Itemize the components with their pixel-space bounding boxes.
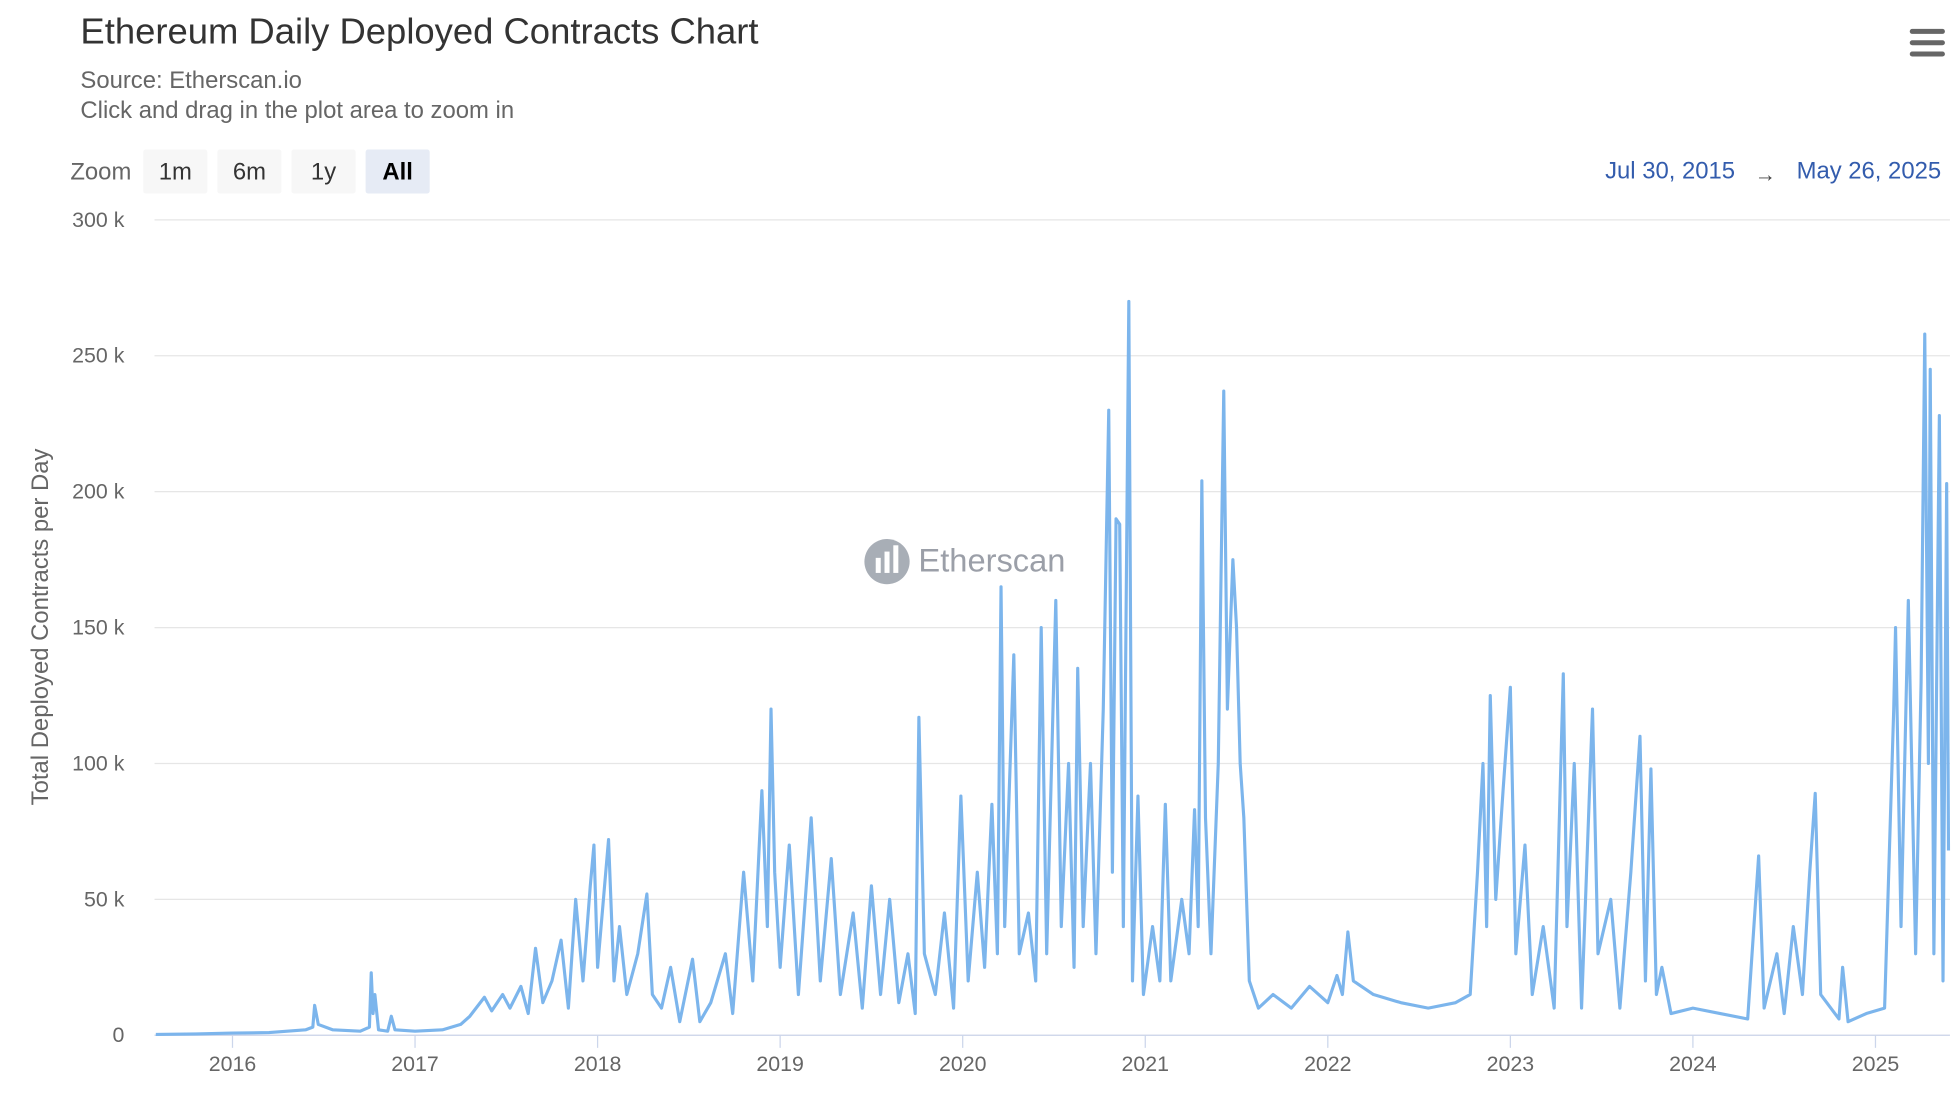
x-tick-label: 2025	[1852, 1052, 1899, 1076]
zoom-button-label[interactable]: 1m	[159, 159, 192, 186]
chart-subtitle: Click and drag in the plot area to zoom …	[80, 97, 514, 124]
y-tick-label: 0	[113, 1023, 125, 1047]
y-tick-label: 50 k	[84, 887, 125, 911]
x-tick-label: 2017	[391, 1052, 438, 1076]
y-tick-label: 250 k	[72, 344, 125, 368]
zoom-button[interactable]	[217, 149, 282, 194]
watermark-icon-bar	[884, 551, 890, 573]
x-tick-label: 2022	[1304, 1052, 1351, 1076]
zoom-button-label[interactable]: All	[382, 159, 413, 186]
zoom-label: Zoom	[70, 159, 131, 186]
range-start[interactable]: Jul 30, 2015	[1605, 157, 1735, 184]
menu-bar	[1909, 40, 1945, 46]
menu-button[interactable]	[1909, 28, 1945, 57]
x-tick-label: 2024	[1669, 1052, 1717, 1076]
data-line	[155, 299, 1951, 1037]
x-tick-label: 2018	[574, 1052, 621, 1076]
y-tick-label: 150 k	[72, 615, 125, 639]
x-tick-label: 2021	[1122, 1052, 1169, 1076]
zoom-button[interactable]	[291, 149, 356, 194]
x-tick-label: 2016	[209, 1052, 256, 1076]
y-tick-label: 300 k	[72, 208, 125, 232]
zoom-button-label[interactable]: 1y	[311, 159, 336, 186]
y-tick-label: 200 k	[72, 480, 125, 504]
watermark-icon-bar	[875, 557, 881, 573]
range-end[interactable]: May 26, 2025	[1797, 157, 1942, 184]
zoom-button[interactable]	[143, 149, 208, 194]
zoom-button[interactable]	[365, 149, 430, 194]
chart-source: Source: Etherscan.io	[80, 67, 301, 94]
watermark: Etherscan	[864, 539, 1065, 585]
watermark-icon-bar	[893, 545, 899, 573]
watermark-text: Etherscan	[918, 542, 1065, 579]
y-tick-label: 100 k	[72, 751, 125, 775]
menu-bar	[1909, 28, 1945, 34]
x-tick-label: 2023	[1487, 1052, 1534, 1076]
chart-title: Ethereum Daily Deployed Contracts Chart	[80, 11, 758, 52]
x-tick-label: 2019	[756, 1052, 803, 1076]
menu-bar	[1909, 51, 1945, 57]
range-arrow: →	[1755, 163, 1776, 187]
y-axis-title: Total Deployed Contracts per Day	[27, 449, 54, 806]
zoom-button-label[interactable]: 6m	[233, 159, 266, 186]
x-tick-label: 2020	[939, 1052, 987, 1076]
